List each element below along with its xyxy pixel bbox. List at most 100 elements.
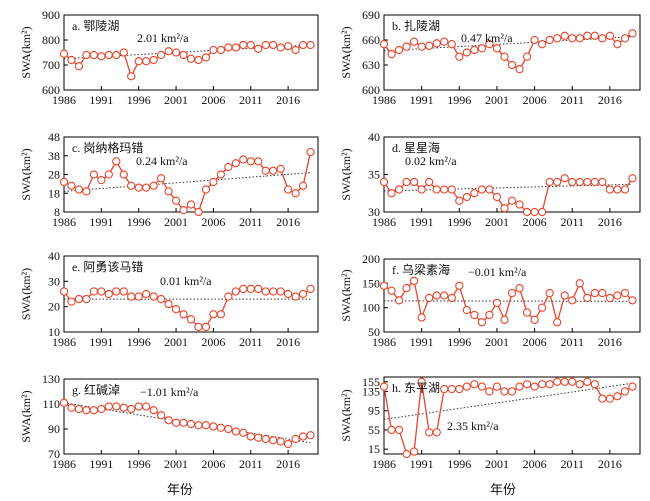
data-point [432, 428, 441, 437]
x-tick-label: 1996 [127, 215, 151, 229]
data-point [515, 65, 524, 74]
data-point [553, 318, 562, 327]
y-tick-label: 28 [48, 168, 60, 182]
data-point [425, 41, 434, 50]
data-point [298, 40, 308, 50]
data-point [379, 281, 389, 290]
data-point [379, 177, 389, 187]
data-point [59, 177, 69, 187]
data-point [492, 382, 502, 391]
chart-panel: 600 700 800 900 1986 1991 1996 2001 2006 2011 2016… [19, 8, 319, 107]
y-tick-label: 90 [48, 422, 60, 436]
data-point [104, 170, 113, 179]
x-tick-label: 2011 [239, 335, 263, 349]
data-point [89, 170, 99, 179]
y-tick-label: 70 [48, 447, 60, 461]
data-point [261, 287, 270, 296]
data-point [104, 50, 113, 60]
data-point [485, 40, 494, 49]
x-tick-label: 2001 [164, 215, 188, 229]
data-point [432, 291, 441, 300]
data-point [254, 284, 263, 294]
data-point [283, 42, 293, 51]
plot-frame [383, 14, 641, 91]
x-tick-label: 1991 [89, 335, 113, 349]
data-point [112, 287, 121, 296]
x-tick-label: 1991 [89, 457, 113, 471]
panel-label: b. 扎陵湖 [392, 18, 440, 33]
y-tick-label: 8 [54, 205, 60, 219]
y-tick-label: 660 [362, 33, 380, 47]
data-point [425, 177, 434, 187]
data-point [164, 299, 173, 309]
data-point [379, 40, 389, 49]
data-point [216, 310, 226, 319]
data-point [298, 432, 308, 441]
data-point [402, 177, 411, 187]
data-point [246, 157, 255, 166]
data-point [149, 292, 158, 301]
data-point [507, 196, 517, 205]
data-point [545, 35, 554, 45]
data-point [164, 416, 173, 425]
x-tick-label: 1986 [52, 93, 76, 107]
data-point [127, 404, 136, 414]
data-point [134, 292, 143, 301]
y-tick-label: 135 [362, 384, 380, 398]
data-point [127, 181, 136, 190]
y-tick-label: 600 [42, 83, 60, 97]
data-point [231, 287, 240, 296]
data-point [119, 48, 128, 57]
data-point [402, 42, 411, 51]
data-point [575, 177, 584, 187]
data-point [89, 287, 99, 296]
data-point [194, 207, 203, 217]
data-point [394, 296, 404, 305]
x-tick-label: 1986 [372, 215, 396, 229]
data-point [261, 166, 270, 175]
y-axis-label: SWA(km²) [19, 390, 33, 442]
data-point [440, 185, 449, 194]
data-point [112, 50, 121, 60]
data-point [598, 34, 607, 43]
trend-rate-label: 0.24 km²/a [136, 154, 188, 168]
x-tick-label: 1986 [372, 93, 396, 107]
data-point [254, 44, 263, 53]
data-point [201, 322, 211, 332]
data-point [537, 380, 547, 389]
y-tick-label: 20 [48, 300, 60, 314]
data-point [291, 45, 300, 55]
data-point [522, 308, 532, 317]
chart-panel: 8 18 28 38 48 1986 1991 1996 2001 2006 2011 2016 SWA… [19, 130, 319, 229]
data-point [470, 45, 479, 55]
y-tick-label: 50 [368, 325, 380, 339]
x-tick-label: 2011 [560, 93, 584, 107]
data-point [568, 177, 577, 187]
y-tick-label: 690 [362, 8, 380, 22]
data-point [216, 45, 226, 55]
data-point [613, 291, 622, 300]
data-point [156, 50, 166, 60]
data-point [127, 72, 136, 81]
data-point [231, 427, 240, 436]
data-point [628, 296, 637, 305]
data-point [583, 377, 592, 386]
data-point [394, 185, 404, 194]
data-point [89, 406, 99, 415]
x-tick-label: 2016 [276, 457, 300, 471]
data-point [209, 422, 218, 431]
chart-panel: 10 20 30 40 1986 1991 1996 2001 2006 2011 2016 SWA(… [19, 249, 319, 349]
x-tick-label: 2016 [276, 335, 300, 349]
data-point [522, 52, 532, 61]
data-point [104, 289, 113, 299]
y-tick-label: 55 [368, 423, 380, 437]
data-point [530, 35, 539, 45]
series-line [383, 279, 633, 325]
data-point [239, 40, 248, 50]
data-point [194, 55, 203, 65]
data-point [462, 305, 471, 315]
panel-label: f. 乌梁素海 [392, 262, 450, 277]
data-point [142, 289, 151, 299]
data-point [97, 287, 106, 296]
data-point [142, 183, 151, 192]
